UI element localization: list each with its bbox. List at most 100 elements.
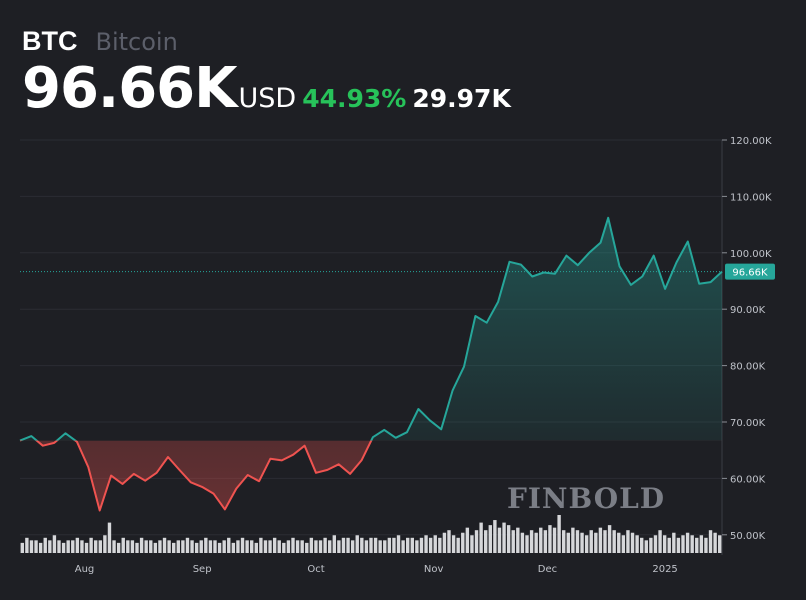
volume-bar [158, 540, 162, 553]
volume-bar [378, 540, 382, 553]
volume-bar [428, 537, 433, 553]
volume-bar [103, 535, 107, 553]
volume-bar [612, 530, 616, 553]
volume-bar [630, 532, 635, 553]
volume-bar [543, 530, 548, 553]
last-price-tag [725, 263, 775, 280]
volume-bar [75, 537, 80, 553]
volume-bar [190, 540, 194, 553]
volume-bar [94, 540, 98, 553]
volume-bar [240, 537, 245, 553]
volume-bar [116, 542, 121, 553]
finbold-watermark: FINBOLD [507, 482, 665, 515]
volume-bar [57, 540, 61, 553]
volume-bar [135, 542, 139, 553]
volume-bar [231, 542, 236, 553]
last-price: 96.66K [22, 56, 238, 121]
volume-bar [603, 530, 607, 553]
volume-bar [433, 535, 437, 553]
volume-bar [479, 522, 483, 553]
volume-bar [589, 530, 593, 553]
volume-bar [396, 535, 401, 553]
volume-bar [465, 527, 470, 553]
volume-bar [484, 530, 488, 553]
volume-bar [704, 537, 708, 553]
ticker-row: BTC Bitcoin [22, 26, 511, 57]
price-row: 96.66K USD 44.93% 29.97K [22, 61, 511, 117]
volume-bar [672, 532, 676, 553]
volume-bar [71, 540, 75, 553]
volume-bar [493, 520, 497, 553]
volume-bar [525, 535, 529, 553]
volume-bar [580, 532, 584, 553]
volume-bar [534, 532, 538, 553]
volume-bar [318, 540, 323, 553]
volume-bar [259, 537, 263, 553]
volume-bar [575, 530, 580, 553]
volume-bar [121, 537, 125, 553]
volume-bar [690, 535, 694, 553]
volume-bar [43, 537, 47, 553]
volume-bar [594, 532, 598, 553]
volume-bar [410, 537, 414, 553]
volume-bar [562, 530, 566, 553]
volume-bar [176, 540, 180, 553]
volume-bar [713, 532, 717, 553]
volume-bar [185, 537, 190, 553]
volume-bar [199, 540, 203, 553]
y-tick-label: 120.00K [730, 136, 772, 147]
y-tick-label: 50.00K [730, 531, 766, 542]
volume-bar [552, 527, 557, 553]
y-tick-label: 60.00K [730, 474, 766, 485]
volume-bar [369, 537, 373, 553]
volume-bar [337, 540, 341, 553]
volume-bar [245, 540, 249, 553]
volume-bar [250, 540, 254, 553]
volume-bar [300, 540, 304, 553]
volume-bar [497, 527, 502, 553]
price-line-down [20, 440, 373, 512]
volume-bar [607, 525, 612, 553]
volume-bar [208, 540, 213, 553]
volume-bar [516, 527, 520, 553]
y-tick-label: 70.00K [730, 418, 766, 429]
volume-bar [529, 530, 534, 553]
x-tick-label: Sep [193, 564, 212, 575]
y-tick-label: 90.00K [730, 305, 766, 316]
volume-bar [617, 532, 621, 553]
volume-bar [295, 540, 300, 553]
volume-bar [194, 542, 199, 553]
price-line-up [19, 216, 723, 441]
volume-bar [130, 540, 135, 553]
change-absolute: 29.97K [412, 84, 511, 113]
volume-bar [520, 532, 525, 553]
volume-bar [227, 537, 231, 553]
volume-bar [658, 530, 662, 553]
volume-bar [539, 527, 543, 553]
volume-bar [406, 537, 410, 553]
volume-bar [268, 540, 272, 553]
volume-bar [511, 530, 515, 553]
volume-bar [323, 537, 327, 553]
volume-bar [644, 540, 648, 553]
volume-bar [305, 542, 309, 553]
volume-bar [314, 540, 318, 553]
ticker-symbol: BTC [22, 26, 78, 56]
volume-bar [350, 540, 355, 553]
volume-bar [204, 537, 208, 553]
x-tick-label: Aug [75, 564, 95, 575]
volume-bar [621, 535, 626, 553]
volume-bar [341, 537, 346, 553]
volume-bar [328, 540, 332, 553]
volume-bar [392, 537, 396, 553]
volume-bar [447, 530, 451, 553]
volume-bar [364, 540, 369, 553]
volume-bar [662, 535, 667, 553]
volume-bar [38, 542, 43, 553]
volume-bar [676, 537, 681, 553]
volume-bar [272, 537, 277, 553]
volume-bar [309, 537, 314, 553]
volume-bar [502, 522, 506, 553]
volume-bar [153, 542, 158, 553]
